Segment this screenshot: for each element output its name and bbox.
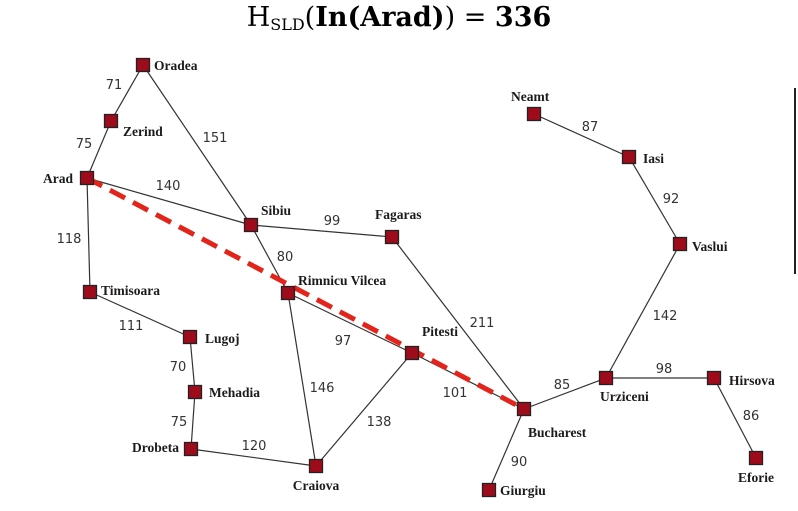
distance-label-arad-timisoara: 118 — [57, 232, 82, 247]
road-bucharest-urziceni — [523, 377, 607, 410]
city-label-craiova: Craiova — [293, 478, 340, 493]
city-node-iasi[interactable] — [621, 149, 637, 165]
distance-label-timisoara-lugoj: 111 — [119, 319, 144, 334]
distance-label-bucharest-urziceni: 85 — [554, 378, 571, 393]
distance-label-vaslui-iasi: 92 — [663, 192, 680, 207]
formula-value: 336 — [494, 2, 552, 33]
city-node-rimnicu[interactable] — [280, 285, 296, 301]
city-node-zerind[interactable] — [103, 113, 119, 129]
city-node-urziceni[interactable] — [598, 370, 614, 386]
distance-label-mehadia-drobeta: 75 — [171, 415, 188, 430]
road-bucharest-giurgiu — [488, 408, 525, 491]
distance-label-oradea-sibiu: 151 — [203, 131, 228, 146]
road-urziceni-vaslui — [605, 243, 681, 379]
city-node-pitesti[interactable] — [404, 345, 420, 361]
formula-expression: In(Arad) — [315, 2, 445, 33]
distance-label-craiova-pitesti: 138 — [367, 415, 392, 430]
city-node-bucharest[interactable] — [516, 401, 532, 417]
city-label-arad: Arad — [43, 171, 73, 186]
distance-label-rimnicu-craiova: 146 — [310, 381, 335, 396]
city-label-fagaras: Fagaras — [375, 207, 422, 222]
distance-label-sibiu-rimnicu: 80 — [277, 250, 294, 265]
formula-close-paren: ) — [444, 2, 456, 33]
distance-label-iasi-neamt: 87 — [582, 120, 599, 135]
city-label-drobeta: Drobeta — [132, 440, 179, 455]
distance-label-pitesti-bucharest: 101 — [443, 386, 468, 401]
city-label-sibiu: Sibiu — [261, 203, 292, 218]
city-label-giurgiu: Giurgiu — [500, 483, 546, 498]
road-oradea-zerind — [110, 64, 144, 122]
distance-label-drobeta-craiova: 120 — [242, 439, 267, 454]
distance-label-zerind-arad: 75 — [76, 137, 93, 152]
city-label-urziceni: Urziceni — [600, 389, 649, 404]
road-fagaras-bucharest — [391, 236, 525, 410]
city-label-neamt: Neamt — [511, 89, 550, 104]
distance-label-bucharest-giurgiu: 90 — [511, 455, 528, 470]
distance-label-sibiu-fagaras: 99 — [324, 214, 341, 229]
city-node-layer — [79, 57, 764, 498]
formula-h: H — [246, 2, 271, 33]
city-node-arad[interactable] — [79, 170, 95, 186]
city-label-lugoj: Lugoj — [205, 331, 240, 346]
road-drobeta-craiova — [190, 448, 317, 467]
road-arad-timisoara — [86, 177, 91, 293]
city-label-vaslui: Vaslui — [692, 239, 728, 254]
road-lugoj-mehadia — [189, 336, 196, 393]
city-label-rimnicu: Rimnicu Vilcea — [298, 273, 386, 288]
city-label-oradea: Oradea — [154, 58, 198, 73]
city-label-pitesti: Pitesti — [422, 324, 458, 339]
city-label-hirsova: Hirsova — [729, 373, 775, 388]
road-iasi-neamt — [533, 113, 630, 158]
city-node-vaslui[interactable] — [672, 236, 688, 252]
straight-line-distance-arad-bucharest — [85, 175, 526, 412]
road-rimnicu-craiova — [287, 292, 317, 467]
city-node-mehadia[interactable] — [187, 384, 203, 400]
city-node-eforie[interactable] — [748, 450, 764, 466]
distance-label-fagaras-bucharest: 211 — [470, 316, 495, 331]
city-node-sibiu[interactable] — [243, 217, 259, 233]
distance-label-urziceni-vaslui: 142 — [653, 309, 678, 324]
right-edge-rule — [794, 88, 796, 274]
road-sibiu-fagaras — [250, 224, 393, 238]
road-vaslui-iasi — [628, 156, 681, 245]
road-timisoara-lugoj — [89, 291, 191, 338]
city-label-eforie: Eforie — [738, 470, 774, 485]
road-arad-sibiu — [86, 177, 252, 226]
city-node-drobeta[interactable] — [183, 441, 199, 457]
distance-label-oradea-zerind: 71 — [106, 78, 123, 93]
distance-label-lugoj-mehadia: 70 — [170, 360, 187, 375]
city-label-bucharest: Bucharest — [528, 425, 587, 440]
label-layer: 71 75 151 140 118 111 70 75 120 99 80 97 146 138 101 21… — [43, 58, 775, 498]
road-layer — [86, 64, 757, 491]
city-node-timisoara[interactable] — [82, 284, 98, 300]
city-node-hirsova[interactable] — [706, 370, 722, 386]
city-label-zerind: Zerind — [123, 124, 163, 139]
formula-equals: = — [455, 2, 495, 33]
city-node-oradea[interactable] — [135, 57, 151, 73]
city-label-iasi: Iasi — [643, 151, 664, 166]
road-hirsova-eforie — [713, 377, 757, 459]
city-node-neamt[interactable] — [526, 106, 542, 122]
road-rimnicu-pitesti — [287, 292, 413, 354]
distance-label-urziceni-hirsova: 98 — [656, 362, 673, 377]
city-node-fagaras[interactable] — [384, 229, 400, 245]
city-label-mehadia: Mehadia — [209, 385, 260, 400]
road-craiova-pitesti — [315, 352, 413, 467]
distance-label-hirsova-eforie: 86 — [743, 409, 760, 424]
formula-subscript: SLD — [270, 15, 305, 34]
road-mehadia-drobeta — [190, 391, 196, 450]
city-node-craiova[interactable] — [308, 458, 324, 474]
road-zerind-arad — [86, 120, 112, 179]
city-label-timisoara: Timisoara — [101, 283, 160, 298]
city-node-giurgiu[interactable] — [481, 482, 497, 498]
city-node-lugoj[interactable] — [182, 329, 198, 345]
distance-label-rimnicu-pitesti: 97 — [335, 334, 352, 349]
distance-label-arad-sibiu: 140 — [156, 179, 181, 194]
heuristic-formula: HSLD(In(Arad)) = 336 — [0, 2, 798, 34]
highlight-layer — [85, 175, 526, 412]
road-oradea-sibiu — [142, 64, 252, 226]
formula-open-paren: ( — [304, 2, 316, 33]
